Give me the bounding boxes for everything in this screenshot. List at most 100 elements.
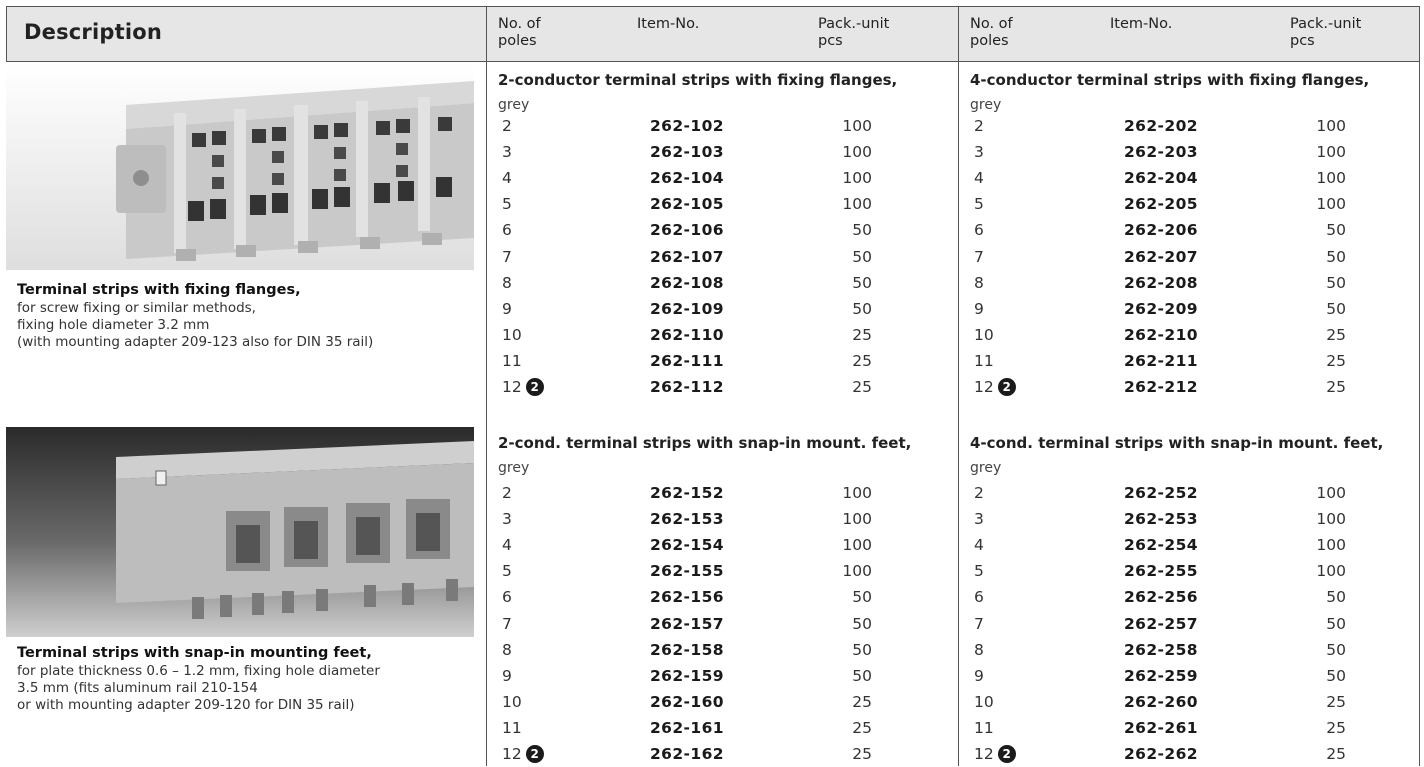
item-number-cell: 262-208: [1124, 273, 1198, 292]
product-detail-line: or with mounting adapter 209-120 for DIN…: [17, 697, 355, 713]
table-row: 12 2 262-112 25: [502, 374, 942, 400]
poles-cell: 12 2: [974, 374, 1016, 400]
product-title: Terminal strips with fixing flanges,: [17, 282, 301, 298]
item-header-2: Item-No.: [1110, 16, 1173, 32]
footnote-badge: 2: [997, 378, 1016, 396]
pack-unit-cell: 100: [842, 510, 872, 529]
pack-header-line: pcs: [818, 33, 843, 49]
poles-cell: 4: [502, 169, 512, 188]
pack-unit-cell: 50: [852, 273, 872, 292]
pack-unit-cell: 100: [1316, 562, 1346, 581]
table-row: 9 262-209 50: [974, 296, 1414, 322]
header-rule: [6, 61, 1420, 62]
poles-cell: 11: [502, 718, 522, 737]
table-row: 8 262-258 50: [974, 637, 1414, 663]
product-detail-line: for plate thickness 0.6 – 1.2 mm, fixing…: [17, 663, 380, 679]
poles-cell: 2: [974, 484, 984, 502]
table-row: 6 262-106 50: [502, 217, 942, 243]
item-number-cell: 262-252: [1124, 484, 1198, 502]
table-row: 7 262-207 50: [974, 244, 1414, 270]
poles-header-line: poles: [498, 33, 537, 49]
pack-unit-cell: 100: [842, 195, 872, 214]
table-row: 12 2 262-162 25: [502, 741, 942, 767]
pack-unit-cell: 25: [1326, 745, 1346, 763]
table-row: 6 262-156 50: [502, 584, 942, 610]
pack-unit-cell: 25: [1326, 692, 1346, 711]
item-number-cell: 262-110: [650, 325, 724, 344]
item-number-cell: 262-209: [1124, 299, 1198, 318]
pack-unit-cell: 25: [1326, 325, 1346, 344]
table-row: 9 262-109 50: [502, 296, 942, 322]
item-number-cell: 262-104: [650, 169, 724, 188]
table-title-4c-flanges: 4-conductor terminal strips with fixing …: [970, 71, 1370, 89]
item-number-cell: 262-102: [650, 117, 724, 135]
item-number-cell: 262-160: [650, 692, 724, 711]
item-number-cell: 262-109: [650, 299, 724, 318]
pack-unit-cell: 25: [852, 351, 872, 370]
poles-cell: 10: [974, 692, 994, 711]
table-row: 3 262-203 100: [974, 139, 1414, 165]
table-row: 2 262-152 100: [502, 480, 942, 506]
pack-unit-cell: 100: [1316, 169, 1346, 188]
table-row: 11 262-261 25: [974, 715, 1414, 741]
pack-header-2: Pack.-unit pcs: [1290, 16, 1361, 50]
item-number-cell: 262-154: [650, 536, 724, 555]
table-row: 8 262-158 50: [502, 637, 942, 663]
item-number-cell: 262-206: [1124, 221, 1198, 240]
item-number-cell: 262-253: [1124, 510, 1198, 529]
item-number-cell: 262-203: [1124, 143, 1198, 162]
pack-unit-cell: 50: [1326, 247, 1346, 266]
pack-unit-cell: 50: [1326, 640, 1346, 659]
frame-right: [1419, 6, 1420, 766]
pack-unit-cell: 100: [1316, 195, 1346, 214]
poles-cell: 6: [974, 588, 984, 607]
poles-cell: 8: [974, 640, 984, 659]
item-number-cell: 262-262: [1124, 745, 1198, 763]
poles-cell: 11: [974, 718, 994, 737]
pack-unit-cell: 50: [852, 640, 872, 659]
column-divider-2: [958, 6, 959, 766]
table-row: 12 2 262-212 25: [974, 374, 1414, 400]
poles-cell: 12 2: [502, 374, 544, 400]
pack-unit-cell: 100: [1316, 143, 1346, 162]
table-row: 3 262-153 100: [502, 506, 942, 532]
description-heading: Description: [24, 20, 163, 44]
poles-cell: 9: [502, 666, 512, 685]
poles-cell: 12 2: [974, 741, 1016, 767]
item-number-cell: 262-256: [1124, 588, 1198, 607]
poles-cell: 2: [502, 484, 512, 502]
poles-cell: 3: [502, 510, 512, 529]
poles-cell: 10: [974, 325, 994, 344]
poles-cell: 11: [974, 351, 994, 370]
poles-cell: 6: [502, 221, 512, 240]
table-title-2c-flanges: 2-conductor terminal strips with fixing …: [498, 71, 898, 89]
pack-unit-cell: 50: [1326, 588, 1346, 607]
item-number-cell: 262-210: [1124, 325, 1198, 344]
pack-unit-cell: 25: [852, 325, 872, 344]
item-header-1: Item-No.: [637, 16, 700, 32]
poles-cell: 2: [974, 117, 984, 135]
pack-unit-cell: 100: [842, 169, 872, 188]
poles-cell: 9: [502, 299, 512, 318]
pack-unit-cell: 50: [852, 588, 872, 607]
item-number-cell: 262-153: [650, 510, 724, 529]
item-number-cell: 262-157: [650, 614, 724, 633]
table-row: 11 262-111 25: [502, 348, 942, 374]
item-number-cell: 262-259: [1124, 666, 1198, 685]
item-number-cell: 262-158: [650, 640, 724, 659]
poles-cell: 3: [974, 510, 984, 529]
product-title: Terminal strips with snap-in mounting fe…: [17, 645, 372, 661]
pack-unit-cell: 50: [1326, 614, 1346, 633]
table-row: 2 262-102 100: [502, 113, 942, 139]
table-title-2c-snap: 2-cond. terminal strips with snap-in mou…: [498, 434, 912, 452]
poles-cell: 9: [974, 666, 984, 685]
table-row: 8 262-108 50: [502, 270, 942, 296]
pack-unit-cell: 25: [852, 745, 872, 763]
table-row: 5 262-205 100: [974, 191, 1414, 217]
poles-cell: 6: [974, 221, 984, 240]
item-number-cell: 262-162: [650, 745, 724, 763]
poles-cell: 10: [502, 325, 522, 344]
item-number-cell: 262-155: [650, 562, 724, 581]
table-row: 10 262-210 25: [974, 322, 1414, 348]
